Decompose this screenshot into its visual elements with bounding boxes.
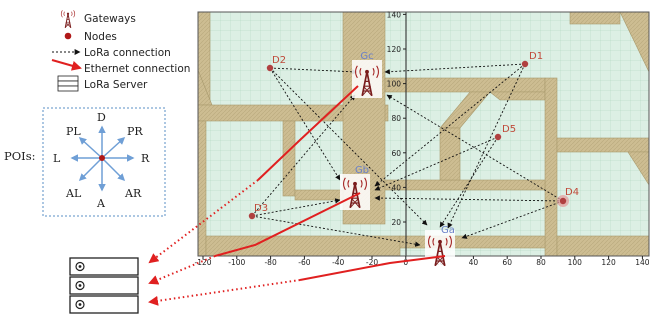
x-tick-label: -80 [264,258,276,267]
poi-compass: D A L R PL PR AL AR [42,107,166,217]
lora-link-d1-gc [384,63,526,75]
x-tick-label: -20 [366,258,378,267]
x-tick-label: 0 [403,258,408,267]
map: -120 -100 -80 -60 -40 -20 0 20 40 60 80 100 120 140 2… [194,10,649,267]
y-tick-label: 40 [391,183,401,192]
poi-pr: PR [127,125,143,138]
ethernet-legend-line [51,59,82,71]
y-tick-label: 100 [387,80,402,89]
lora-link-d4-ga [461,200,564,239]
nodes: D1 D2 D3 D4 D5 [248,51,579,220]
poi-pl: PL [66,125,81,138]
gateway-gb-label: Gb [355,165,369,176]
ethernet-gb-dotted [148,255,216,285]
gateway-legend-icon [60,9,76,29]
ethernet-gc-dotted [148,179,259,264]
node-d2: D2 [266,55,286,72]
ethernet-ga-solid [299,255,446,281]
node-d4: D4 [557,187,579,207]
ethernet-connections [148,85,446,306]
x-tick-label: 80 [536,258,546,267]
poi-d: D [97,111,106,124]
node-d5: D5 [494,124,516,141]
lora-link-d3-gc [251,94,356,217]
x-tick-label: -60 [298,258,310,267]
server-legend-icon [57,75,79,92]
x-tick-label: 140 [635,258,650,267]
node-d1: D1 [521,51,543,68]
gateway-gc-label: Gc [360,51,373,62]
legend-server-label: LoRa Server [84,79,148,91]
lora-server [69,257,139,314]
ethernet-gc-solid [257,85,359,181]
legend-gateways-label: Gateways [84,13,136,25]
lora-connections [251,63,564,247]
poi-ar: AR [124,187,142,200]
lora-link-d2-ga [269,67,428,226]
poi-l: L [53,152,61,165]
poi-a: A [96,197,106,210]
y-tick-label: 120 [387,45,402,54]
x-tick-label: -100 [228,258,245,267]
server-unit-2 [69,276,139,295]
x-tick-label: -120 [194,258,211,267]
ethernet-ga-dotted [148,279,301,306]
gateway-gc: Gc [352,51,382,98]
gateway-ga-label: Ga [441,225,455,236]
node-d4-label: D4 [565,187,579,198]
node-d3-label: D3 [254,203,268,214]
y-tick-label: 80 [391,114,401,123]
lora-link-d2-gc [269,67,358,75]
lora-link-d3-ga [251,215,421,247]
legend-nodes-label: Nodes [84,31,117,43]
poi-r: R [141,152,150,165]
y-tick-labels: 20 40 60 80 100 120 140 [387,10,406,227]
legend: Gateways Nodes LoRa connection Ethernet … [51,9,190,92]
lora-link-d4-gb [374,195,564,202]
ethernet-gb-solid [214,192,361,257]
lora-link-d1-gb [374,63,526,187]
server-unit-3 [69,295,139,314]
x-tick-label: 100 [568,258,583,267]
gateway-gb: Gb [340,165,370,210]
gateway-ga: Ga [425,225,455,268]
y-tick-label: 60 [391,149,401,158]
node-d5-label: D5 [502,124,516,135]
poi-center-node [99,155,105,161]
x-tick-label: 60 [502,258,512,267]
x-tick-label: -40 [332,258,344,267]
legend-ethernet-label: Ethernet connection [84,63,190,75]
node-d1-label: D1 [529,51,543,62]
lora-link-d5-ga [439,136,499,228]
x-tick-label: 40 [469,258,479,267]
poi-frame [42,107,166,217]
node-d3: D3 [248,203,268,220]
y-tick-label: 20 [391,218,401,227]
lora-link-d3-gb [251,198,341,217]
node-d2-label: D2 [272,55,286,66]
x-tick-label: 120 [601,258,616,267]
poi-al: AL [65,187,82,200]
server-unit-1 [69,257,139,276]
pois-title: POIs: [4,149,36,163]
x-tick-labels: -120-100-80-60-40-20020406080100120140 [194,256,650,267]
legend-lora-label: LoRa connection [84,47,171,59]
node-legend-icon [64,32,72,40]
y-tick-label: 140 [387,10,402,19]
